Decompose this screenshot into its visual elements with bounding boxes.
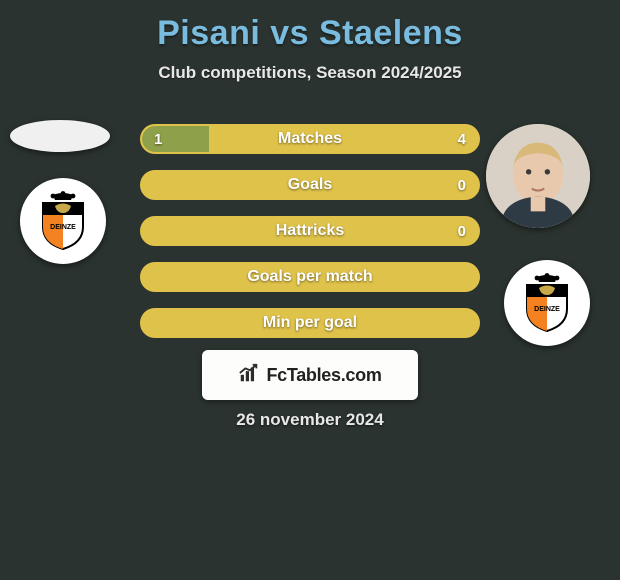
right-player-avatar xyxy=(486,124,590,228)
right-club-badge: DEINZE xyxy=(504,260,590,346)
subtitle: Club competitions, Season 2024/2025 xyxy=(0,63,620,83)
stat-bar: Hattricks0 xyxy=(140,216,480,246)
comparison-bars: Matches14Goals0Hattricks0Goals per match… xyxy=(140,124,480,354)
stat-right-value: 0 xyxy=(458,172,466,198)
shield-icon: DEINZE xyxy=(33,191,93,251)
stat-left-value: 1 xyxy=(154,126,162,152)
stat-bar-label: Hattricks xyxy=(142,218,478,244)
stat-bar-label: Min per goal xyxy=(142,310,478,336)
stat-right-value: 0 xyxy=(458,218,466,244)
left-player-avatar xyxy=(10,120,110,152)
page-title: Pisani vs Staelens xyxy=(0,0,620,53)
stat-bar-label: Goals xyxy=(142,172,478,198)
logo-text: FcTables.com xyxy=(266,365,381,386)
svg-text:DEINZE: DEINZE xyxy=(50,224,76,231)
date-label: 26 november 2024 xyxy=(0,410,620,430)
left-club-badge: DEINZE xyxy=(20,178,106,264)
stat-bar-label: Matches xyxy=(142,126,478,152)
svg-text:DEINZE: DEINZE xyxy=(534,306,560,313)
bar-chart-icon xyxy=(238,362,260,389)
fctables-logo[interactable]: FcTables.com xyxy=(202,350,418,400)
stat-bar: Goals per match xyxy=(140,262,480,292)
stat-bar: Goals0 xyxy=(140,170,480,200)
shield-icon: DEINZE xyxy=(517,273,577,333)
stat-right-value: 4 xyxy=(458,126,466,152)
stat-bar: Min per goal xyxy=(140,308,480,338)
stat-bar: Matches1 4 xyxy=(140,124,480,154)
stat-bar-label: Goals per match xyxy=(142,264,478,290)
